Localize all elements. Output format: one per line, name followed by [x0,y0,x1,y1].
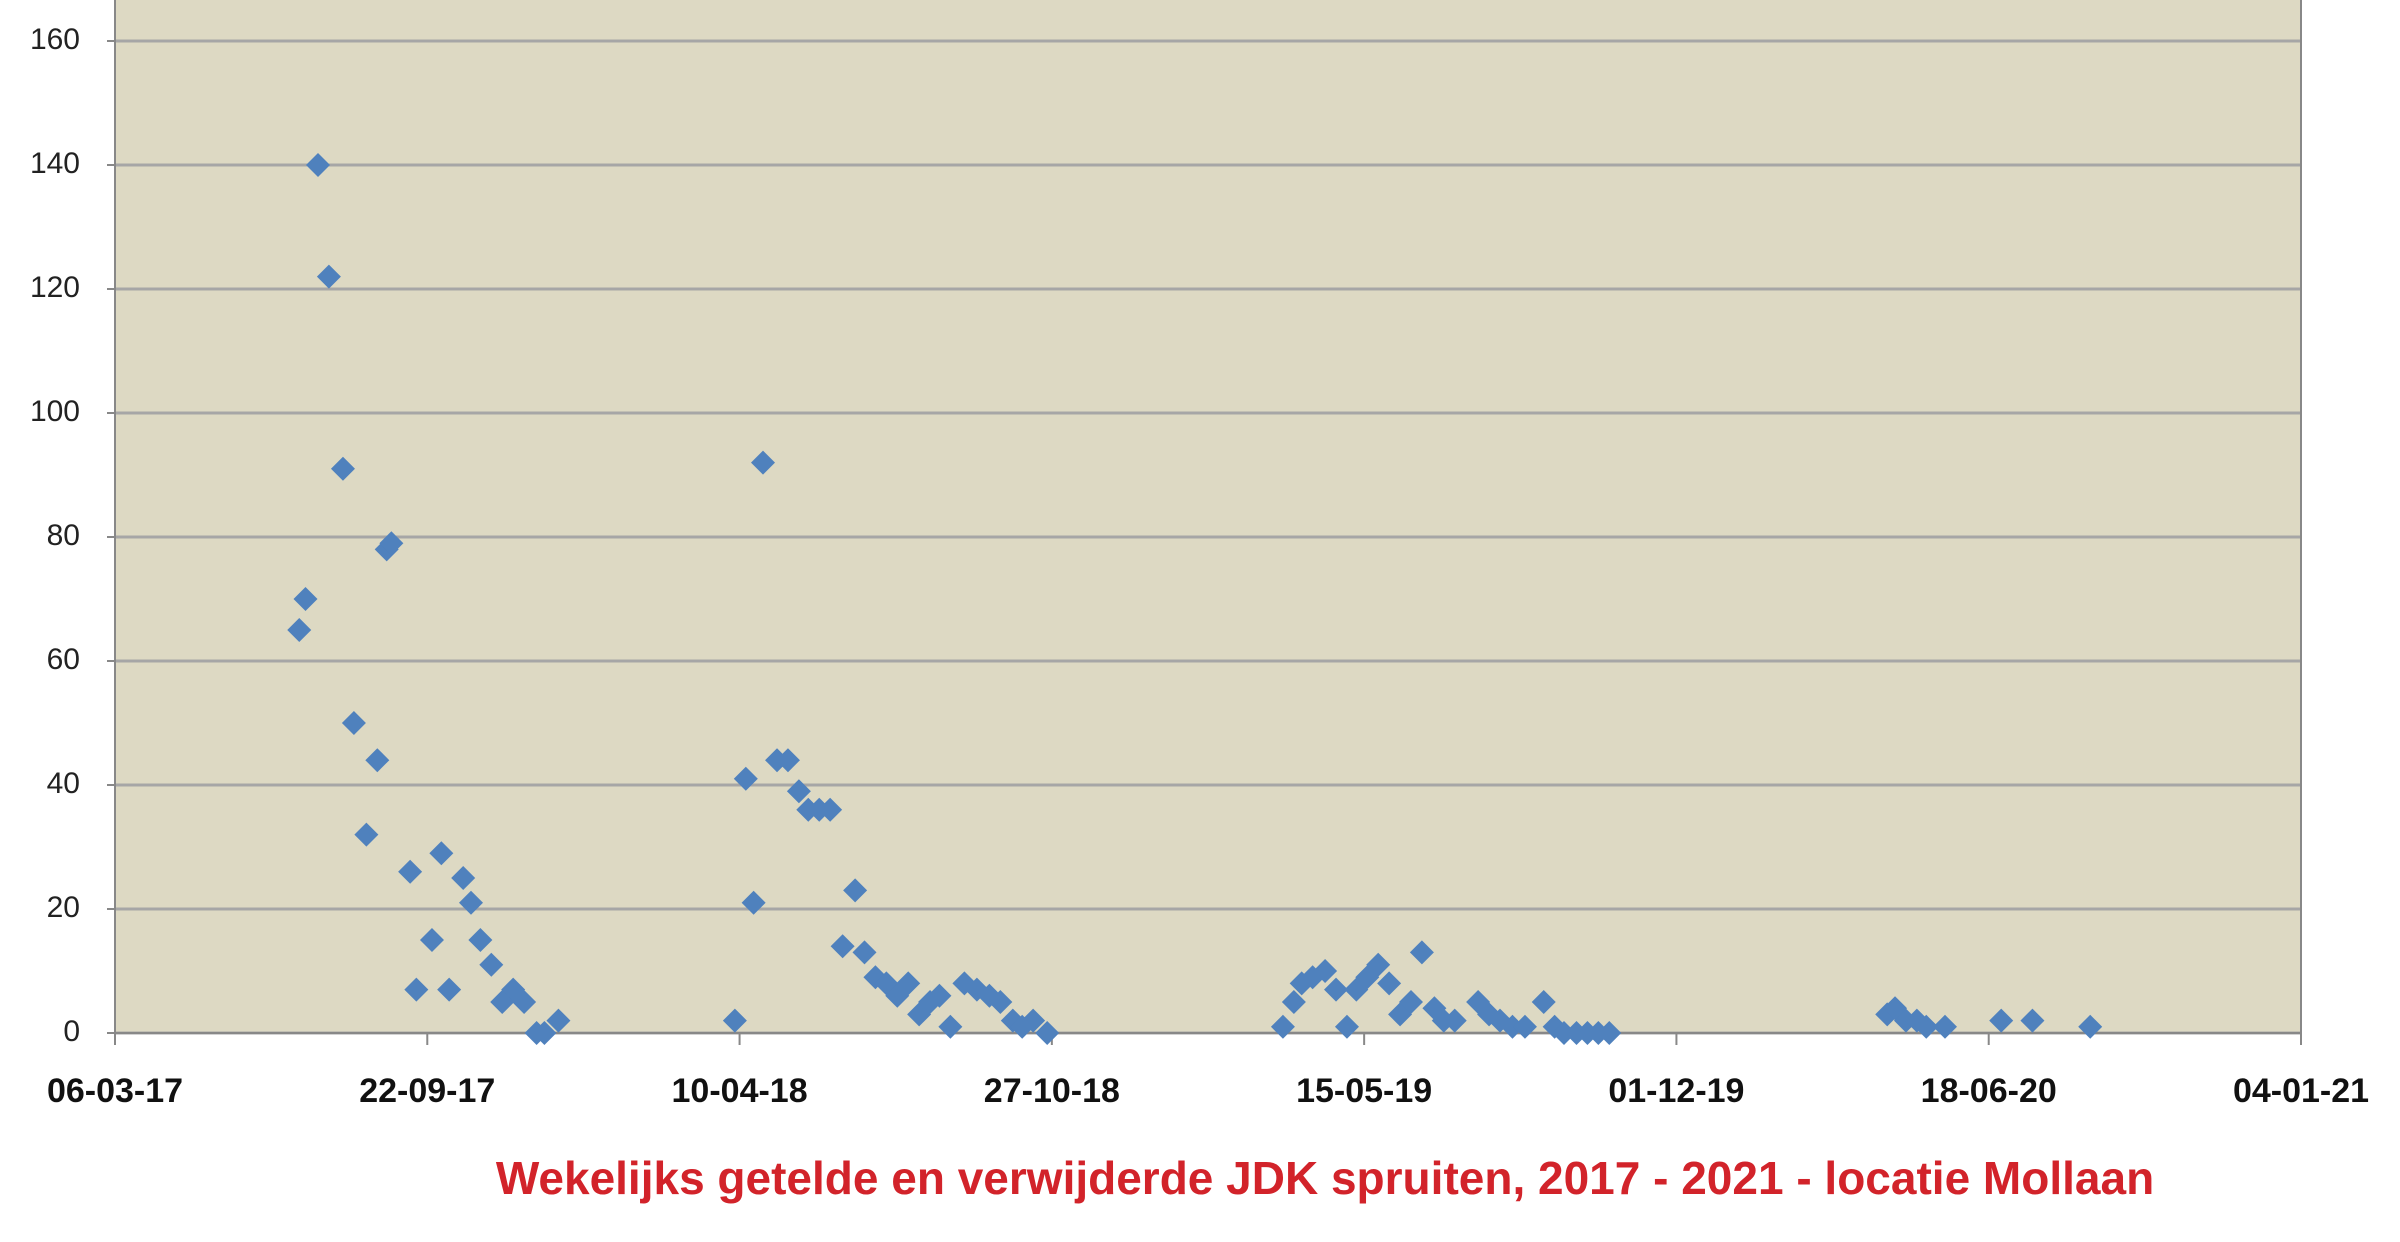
data-point [775,748,800,773]
x-tick-label: 10-04-18 [672,1072,808,1110]
data-point [341,711,366,735]
data-point [1334,1014,1359,1039]
x-tick-label: 27-10-18 [984,1072,1120,1110]
data-point [786,779,811,804]
data-point [896,971,921,996]
data-point [379,531,404,556]
x-tick-label: 15-05-19 [1296,1072,1432,1110]
data-point [1366,952,1391,977]
y-tick-label: 20 [47,891,80,924]
data-point [830,934,855,959]
data-point [1409,940,1434,965]
data-point [429,841,454,866]
x-tick-label: 22-09-17 [359,1072,495,1110]
data-point [330,456,355,481]
data-point [818,797,843,822]
data-point [2020,1008,2045,1033]
data-point [843,878,868,903]
data-point [512,990,537,1014]
data-point [316,264,341,289]
data-point [1932,1014,1957,1039]
y-tick-label: 40 [47,767,80,800]
data-point [532,1021,557,1045]
data-point [1914,1014,1939,1039]
x-tick-label: 01-12-19 [1608,1072,1744,1110]
data-point [398,859,423,884]
y-tick-label: 100 [30,395,80,428]
data-point [1512,1014,1537,1039]
data-point [988,990,1013,1014]
y-tick-label: 120 [30,271,80,304]
y-tick-label: 80 [47,519,80,552]
data-point [741,890,766,915]
data-point [2078,1014,2103,1039]
data-point [1500,1014,1525,1039]
data-point [1398,990,1423,1014]
data-point [468,928,493,952]
data-point [1377,971,1402,996]
data-point [1552,1021,1577,1045]
data-point [1989,1008,2014,1033]
plot-area [115,0,2301,1033]
data-point [1281,990,1306,1014]
data-point [722,1008,747,1033]
data-point [354,822,379,847]
chart-title: Wekelijks getelde en verwijderde JDK spr… [496,1152,2154,1204]
data-point [479,952,504,977]
data-point [451,866,476,890]
data-point [1442,1008,1467,1033]
y-tick-label: 60 [47,643,80,676]
data-point [1270,1014,1295,1039]
data-point [287,618,312,642]
x-tick-label: 04-01-21 [2233,1072,2369,1110]
data-point [1021,1008,1046,1033]
data-point [293,587,318,611]
data-point [459,890,484,915]
y-tick-label: 0 [63,1015,80,1048]
data-point [750,450,775,475]
data-point [404,977,429,1002]
data-point [927,983,952,1008]
y-tick-label: 140 [30,147,80,180]
data-point [1531,990,1556,1014]
data-point [1035,1021,1060,1045]
data-point [437,977,462,1002]
x-tick-label: 06-03-17 [47,1072,183,1110]
data-point [1597,1021,1622,1045]
data-point [365,748,390,773]
data-point [546,1008,571,1033]
data-point [938,1014,963,1039]
data-point [490,990,515,1014]
data-point [733,766,758,791]
x-tick-label: 18-06-20 [1921,1072,2057,1110]
data-point [305,153,330,177]
data-point [1313,959,1338,983]
data-point [852,940,877,965]
data-point [419,928,444,952]
y-tick-label: 160 [30,23,80,56]
data-point [1324,977,1349,1002]
